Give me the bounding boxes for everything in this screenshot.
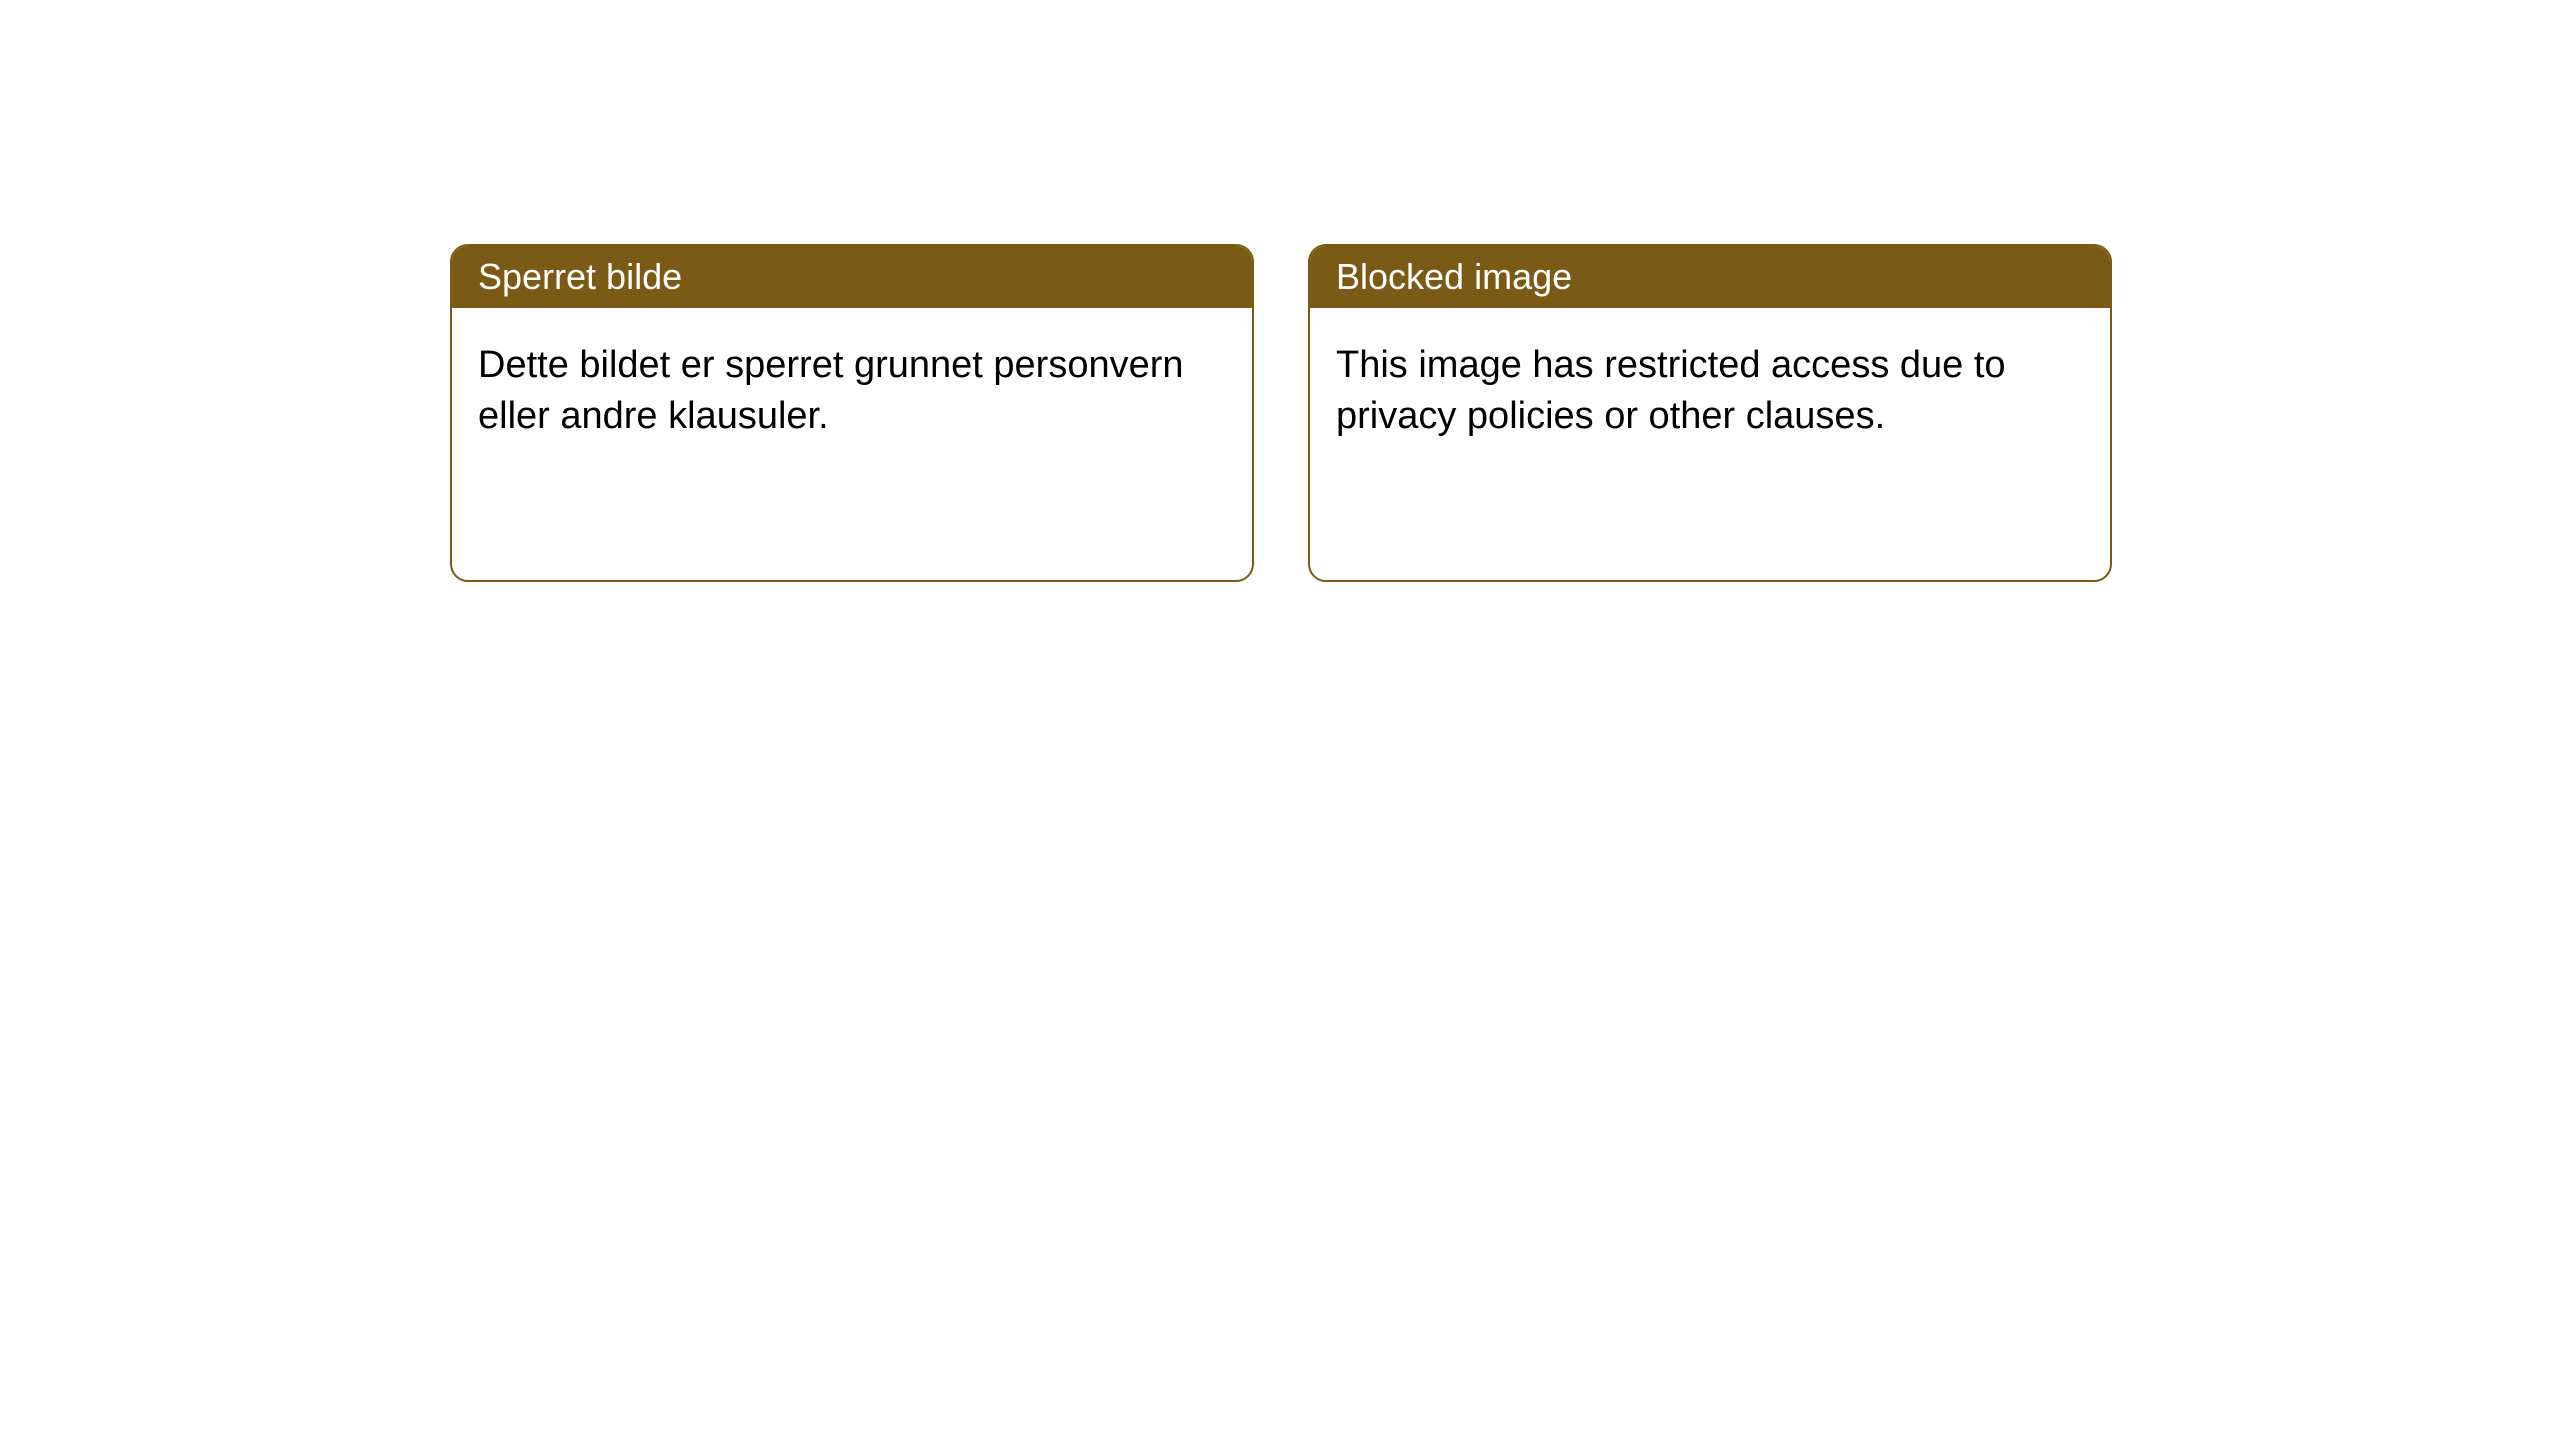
blocked-image-card-no: Sperret bilde Dette bildet er sperret gr…	[450, 244, 1254, 582]
card-body-text-no: Dette bildet er sperret grunnet personve…	[478, 344, 1184, 437]
card-body-en: This image has restricted access due to …	[1310, 308, 2110, 475]
card-body-text-en: This image has restricted access due to …	[1336, 344, 2006, 437]
card-title-en: Blocked image	[1336, 256, 1572, 297]
card-title-no: Sperret bilde	[478, 256, 682, 297]
cards-container: Sperret bilde Dette bildet er sperret gr…	[450, 244, 2112, 582]
blocked-image-card-en: Blocked image This image has restricted …	[1308, 244, 2112, 582]
card-body-no: Dette bildet er sperret grunnet personve…	[452, 308, 1252, 475]
card-header-no: Sperret bilde	[452, 246, 1252, 308]
card-header-en: Blocked image	[1310, 246, 2110, 308]
